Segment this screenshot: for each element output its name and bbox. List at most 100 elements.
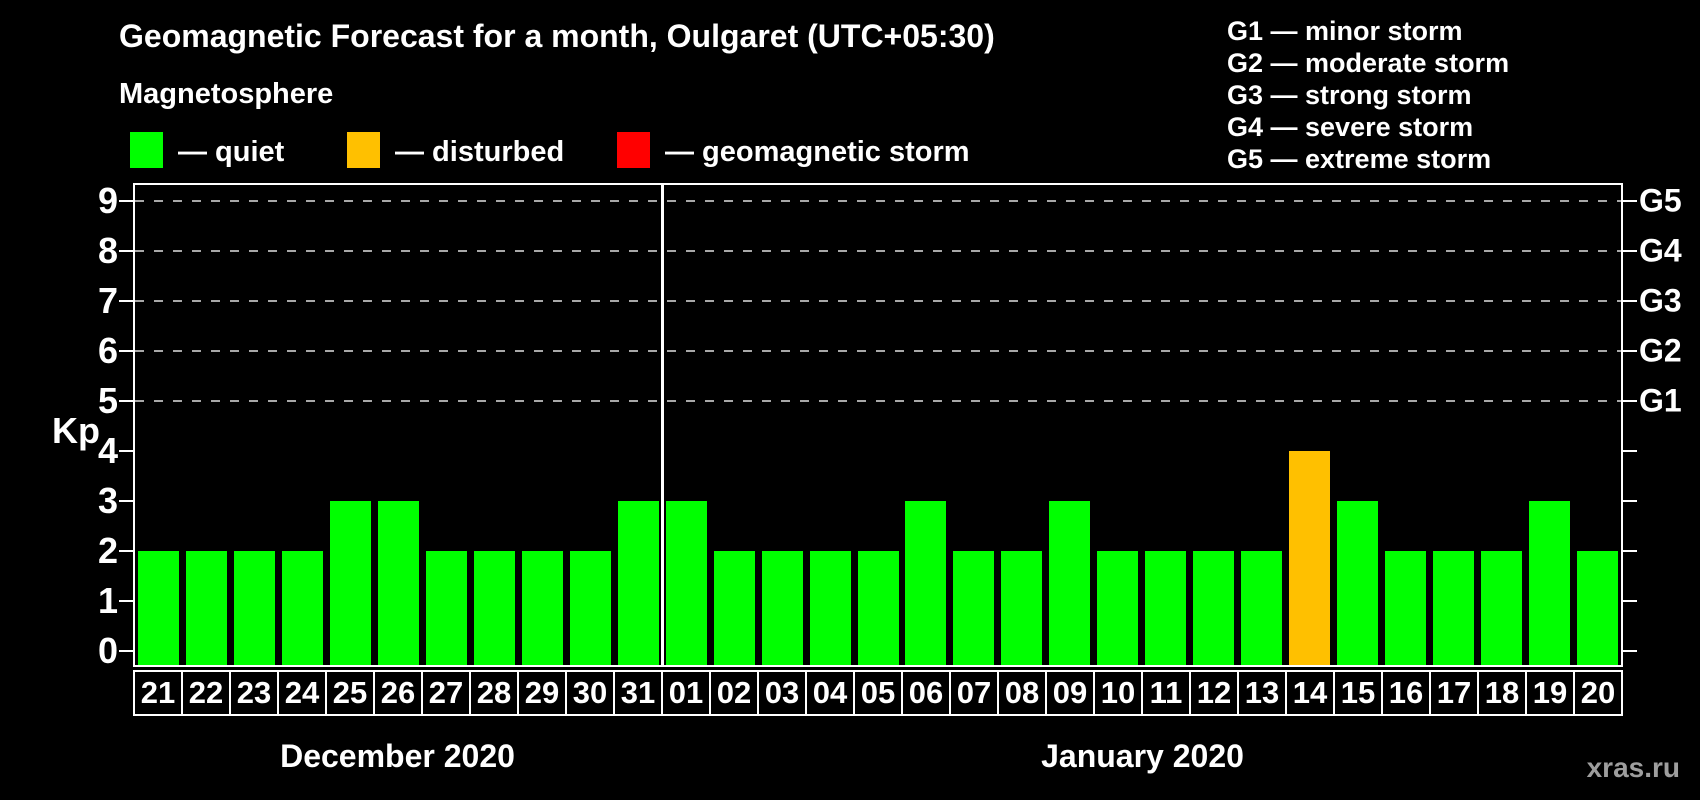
date-cell: 19 [1525,670,1575,716]
grid-line [135,350,1621,352]
kp-bar [617,501,659,665]
kp-bar [1145,551,1187,665]
date-cell: 06 [901,670,951,716]
g-axis-label: G4 [1639,232,1682,269]
g-axis-tick [1623,450,1637,452]
g-axis-tick [1623,600,1637,602]
date-cell: 21 [133,670,183,716]
g-axis-tick [1623,500,1637,502]
date-cell: 18 [1477,670,1527,716]
y-axis-tick [119,300,133,302]
y-tick-label: 4 [97,430,118,471]
date-cell: 09 [1045,670,1095,716]
y-tick-label: 1 [97,580,118,621]
kp-bar [905,501,947,665]
kp-bar-chart-plot [119,183,1637,667]
kp-bar [521,551,563,665]
kp-bar [1384,551,1426,665]
legend-label-quiet: — quiet [178,136,285,168]
g-axis-tick [1623,650,1637,652]
date-cell: 14 [1285,670,1335,716]
kp-bar [1576,551,1618,665]
legend-label-storm: — geomagnetic storm [665,136,970,168]
quiet-swatch-icon [130,132,163,168]
y-axis-tick [119,550,133,552]
kp-bar [1240,551,1282,665]
date-cell: 30 [565,670,615,716]
date-cell: 26 [373,670,423,716]
kp-bar [1480,551,1522,665]
y-tick-label: 2 [97,530,118,571]
date-cell: 20 [1573,670,1623,716]
y-tick-label: 0 [97,630,118,671]
date-cell: 07 [949,670,999,716]
y-tick-label: 6 [97,330,118,371]
grid-line [135,300,1621,302]
y-axis-tick [119,500,133,502]
month-label-december: December 2020 [280,738,515,774]
g-scale-legend-line: G4 — severe storm [1227,112,1474,142]
kp-bar [713,551,755,665]
date-cell: 02 [709,670,759,716]
date-cell: 05 [853,670,903,716]
g-scale-legend-line: G2 — moderate storm [1227,48,1510,78]
g-axis-tick [1623,200,1637,202]
kp-bar [378,501,420,665]
y-tick-label: 8 [97,230,118,271]
kp-bar [1288,451,1330,665]
g-axis-tick [1623,400,1637,402]
kp-bar [569,551,611,665]
date-cell: 29 [517,670,567,716]
kp-bar [1336,501,1378,665]
date-cell: 15 [1333,670,1383,716]
date-cell: 12 [1189,670,1239,716]
date-cell: 25 [325,670,375,716]
y-tick-label: 5 [97,380,118,421]
grid-line [135,250,1621,252]
date-cell: 04 [805,670,855,716]
y-axis-tick [119,650,133,652]
watermark-link[interactable]: xras.ru [1586,752,1680,783]
g-axis-tick [1623,550,1637,552]
g-axis-tick [1623,300,1637,302]
y-tick-label: 7 [97,280,118,321]
y-axis-tick [119,350,133,352]
date-cell: 03 [757,670,807,716]
kp-bar [138,551,180,665]
date-cell: 28 [469,670,519,716]
kp-bar [665,501,707,665]
y-axis-tick [119,200,133,202]
y-axis-tick [119,450,133,452]
kp-bar [1049,501,1091,665]
g-scale-legend-line: G1 — minor storm [1227,16,1463,46]
legend-heading: Magnetosphere [119,78,334,110]
date-cell: 16 [1381,670,1431,716]
page-title: Geomagnetic Forecast for a month, Oulgar… [119,18,995,54]
date-cell: 27 [421,670,471,716]
y-tick-label: 9 [97,180,118,221]
g-scale-legend-line: G5 — extreme storm [1227,144,1492,174]
date-axis: 21 22 23 24 25 26 27 28 29 30 31 01 02 03 04 05 06 07 08 09… [133,670,1623,716]
kp-bar [1097,551,1139,665]
legend-label-disturbed: — disturbed [395,136,565,168]
date-cell: 08 [997,670,1047,716]
date-cell: 23 [229,670,279,716]
kp-bar [809,551,851,665]
date-cell: 11 [1141,670,1191,716]
kp-bar [1432,551,1474,665]
date-cell: 31 [613,670,663,716]
g-axis-label: G5 [1639,182,1682,219]
date-cell: 01 [661,670,711,716]
date-cell: 10 [1093,670,1143,716]
kp-bar [186,551,228,665]
storm-swatch-icon [617,132,650,168]
grid-line [135,400,1621,402]
date-cell: 13 [1237,670,1287,716]
grid-line [135,200,1621,202]
disturbed-swatch-icon [347,132,380,168]
kp-bar [282,551,324,665]
month-separator-line [660,185,664,665]
kp-bar [1193,551,1235,665]
month-label-january: January 2020 [1041,738,1244,774]
kp-bar [857,551,899,665]
